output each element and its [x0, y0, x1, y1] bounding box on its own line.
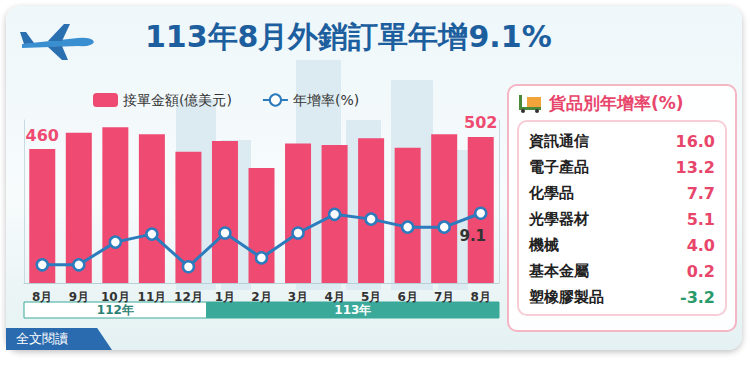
- html-text:資訊通信: 資訊通信: [529, 131, 589, 150]
- html-text:貨品別年增率(%): 貨品別年增率(%): [549, 92, 684, 113]
- html-text:電子產品: 電子產品: [529, 157, 589, 176]
- html-text:0.2: 0.2: [686, 261, 715, 281]
- html-text:基本金屬: 基本金屬: [529, 261, 589, 280]
- svg-text:113年: 113年: [334, 303, 371, 317]
- html-text:光學器材: 光學器材: [529, 209, 589, 228]
- html-text:-3.2: -3.2: [680, 287, 715, 307]
- html-text:13.2: 13.2: [675, 157, 715, 177]
- svg-text:6月: 6月: [397, 290, 417, 304]
- svg-text:113年8月外銷訂單年增9.1%: 113年8月外銷訂單年增9.1%: [145, 19, 552, 54]
- svg-text:502: 502: [464, 113, 497, 132]
- svg-text:7月: 7月: [434, 290, 454, 304]
- html-text:機械: 機械: [529, 235, 559, 254]
- svg-text:3月: 3月: [288, 290, 308, 304]
- svg-text:4月: 4月: [324, 290, 344, 304]
- svg-text:112年: 112年: [97, 303, 134, 317]
- html-text:7.7: 7.7: [686, 183, 715, 203]
- svg-text:接單金額(億美元): 接單金額(億美元): [123, 92, 232, 108]
- html-text:塑橡膠製品: 塑橡膠製品: [529, 287, 604, 306]
- svg-text:11月: 11月: [138, 290, 167, 304]
- svg-text:460: 460: [26, 126, 59, 145]
- svg-text:8月: 8月: [32, 290, 52, 304]
- html-text:5.1: 5.1: [686, 209, 715, 229]
- svg-text:1月: 1月: [215, 290, 235, 304]
- html-text:4.0: 4.0: [686, 235, 715, 255]
- html-text:化學品: 化學品: [529, 183, 574, 202]
- svg-text:8月: 8月: [471, 290, 491, 304]
- html-text:全文閱讀: 全文閱讀: [16, 331, 68, 346]
- svg-text:10月: 10月: [101, 290, 130, 304]
- svg-text:9.1: 9.1: [459, 227, 486, 245]
- html-text:16.0: 16.0: [675, 131, 715, 151]
- svg-text:年增率(%): 年增率(%): [293, 92, 359, 108]
- svg-text:5月: 5月: [361, 290, 381, 304]
- svg-text:2月: 2月: [251, 290, 271, 304]
- svg-text:12月: 12月: [174, 290, 203, 304]
- svg-text:9月: 9月: [69, 290, 89, 304]
